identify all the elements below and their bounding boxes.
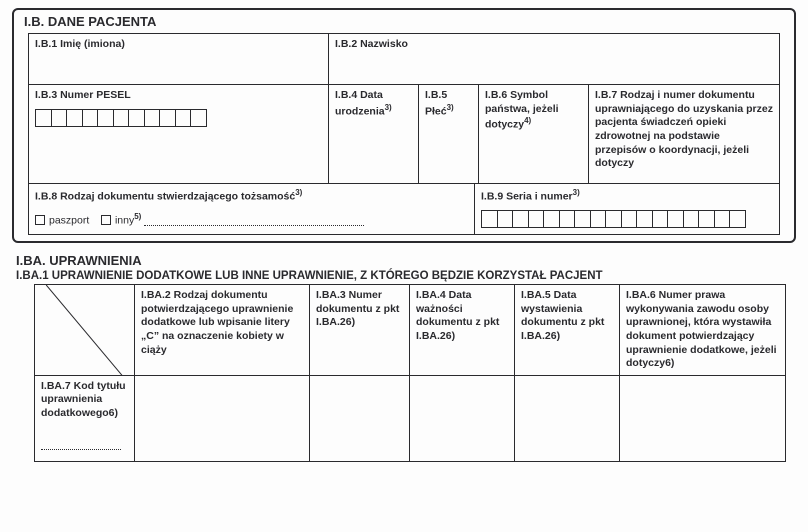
- label-ib4: I.B.4 Data urodzenia: [335, 89, 385, 117]
- iba-table-wrap: I.BA.2 Rodzaj dokumentu potwierdzającego…: [34, 284, 786, 462]
- row-b3-b7: I.B.3 Numer PESEL I.B.4 Data urodzenia3)…: [28, 84, 780, 184]
- opt-inny: inny: [115, 215, 134, 227]
- checkbox-paszport[interactable]: [35, 215, 45, 225]
- row-b8-b9: I.B.8 Rodzaj dokumentu stwierdzającego t…: [28, 183, 780, 235]
- cell-iba5: I.BA.5 Data wystawienia dokumentu z pkt …: [515, 285, 620, 376]
- cell-ib1-imie: I.B.1 Imię (imiona): [28, 33, 328, 85]
- iba-blank-6[interactable]: [620, 375, 786, 461]
- section-ib-dane-pacjenta: I.B. DANE PACJENTA I.B.1 Imię (imiona) I…: [12, 8, 796, 243]
- cell-iba6: I.BA.6 Numer prawa wykonywania zawodu os…: [620, 285, 786, 376]
- ib8-options: paszport inny5): [35, 212, 468, 228]
- sup-ib6: 4): [524, 116, 531, 125]
- label-ib3: I.B.3 Numer PESEL: [35, 89, 131, 101]
- cell-ib2-nazwisko: I.B.2 Nazwisko: [328, 33, 780, 85]
- label-iba2: I.BA.2 Rodzaj dokumentu potwierdzającego…: [141, 289, 293, 356]
- label-iba3: I.BA.3 Numer dokumentu z pkt I.BA.2: [316, 289, 399, 328]
- checkbox-inny[interactable]: [101, 215, 111, 225]
- cell-ib7-rodzaj-numer: I.B.7 Rodzaj i numer dokumentu uprawniaj…: [588, 84, 780, 184]
- cell-ib9-seria-numer: I.B.9 Seria i numer3): [474, 183, 780, 235]
- sup-iba5: 6): [551, 330, 560, 342]
- opt-paszport: paszport: [49, 215, 89, 227]
- sup-iba7: 6): [109, 407, 118, 419]
- iba-diagonal-cell: [35, 285, 135, 376]
- row-b1-b2: I.B.1 Imię (imiona) I.B.2 Nazwisko: [28, 33, 780, 85]
- section-iba-title: I.BA. UPRAWNIENIA: [16, 253, 796, 268]
- cell-iba3: I.BA.3 Numer dokumentu z pkt I.BA.26): [310, 285, 410, 376]
- cell-ib5-plec: I.B.5 Płeć3): [418, 84, 478, 184]
- sup-iba3: 6): [346, 316, 355, 328]
- label-ib1: I.B.1 Imię (imiona): [35, 38, 125, 50]
- label-ib5: I.B.5 Płeć: [425, 89, 447, 117]
- label-ib7: I.B.7 Rodzaj i numer dokumentu uprawniaj…: [595, 89, 773, 169]
- label-iba5: I.BA.5 Data wystawienia dokumentu z pkt …: [521, 289, 604, 342]
- cell-ib4-data-urodzenia: I.B.4 Data urodzenia3): [328, 84, 418, 184]
- seria-numer-input-boxes[interactable]: [481, 210, 773, 228]
- label-iba4: I.BA.4 Data ważności dokumentu z pkt I.B…: [416, 289, 499, 342]
- pesel-input-boxes[interactable]: [35, 109, 322, 127]
- sup-iba4: 6): [446, 330, 455, 342]
- iba-table: I.BA.2 Rodzaj dokumentu potwierdzającego…: [34, 284, 786, 462]
- section-ib-title: I.B. DANE PACJENTA: [18, 12, 790, 33]
- sup-inny: 5): [134, 212, 141, 221]
- iba-blank-2[interactable]: [135, 375, 310, 461]
- section-iba1-title: I.BA.1 UPRAWNIENIE DODATKOWE LUB INNE UP…: [16, 270, 796, 282]
- cell-iba4: I.BA.4 Data ważności dokumentu z pkt I.B…: [410, 285, 515, 376]
- label-iba6: I.BA.6 Numer prawa wykonywania zawodu os…: [626, 289, 777, 369]
- label-ib9: I.B.9 Seria i numer: [481, 191, 573, 203]
- sup-ib8: 3): [295, 188, 302, 197]
- inny-fill-line[interactable]: [144, 216, 364, 226]
- cell-ib3-pesel: I.B.3 Numer PESEL: [28, 84, 328, 184]
- iba-header-row: I.BA.2 Rodzaj dokumentu potwierdzającego…: [35, 285, 786, 376]
- label-ib6: I.B.6 Symbol państwa, jeżeli dotyczy: [485, 89, 559, 131]
- cell-iba7: I.BA.7 Kod tytułu uprawnienia dodatkoweg…: [35, 375, 135, 461]
- label-ib8: I.B.8 Rodzaj dokumentu stwierdzającego t…: [35, 191, 295, 203]
- iba-data-row: I.BA.7 Kod tytułu uprawnienia dodatkoweg…: [35, 375, 786, 461]
- section-ib-body: I.B.1 Imię (imiona) I.B.2 Nazwisko I.B.3…: [28, 33, 780, 235]
- label-ib2: I.B.2 Nazwisko: [335, 38, 408, 50]
- iba-blank-5[interactable]: [515, 375, 620, 461]
- iba-blank-4[interactable]: [410, 375, 515, 461]
- sup-iba6: 6): [665, 357, 674, 369]
- iba-blank-3[interactable]: [310, 375, 410, 461]
- cell-ib6-symbol-panstwa: I.B.6 Symbol państwa, jeżeli dotyczy4): [478, 84, 588, 184]
- iba7-fill-line[interactable]: [41, 440, 121, 450]
- sup-ib9: 3): [573, 188, 580, 197]
- cell-iba2: I.BA.2 Rodzaj dokumentu potwierdzającego…: [135, 285, 310, 376]
- sup-ib5: 3): [447, 103, 454, 112]
- sup-ib4: 3): [385, 103, 392, 112]
- cell-ib8-rodzaj-dokumentu: I.B.8 Rodzaj dokumentu stwierdzającego t…: [28, 183, 474, 235]
